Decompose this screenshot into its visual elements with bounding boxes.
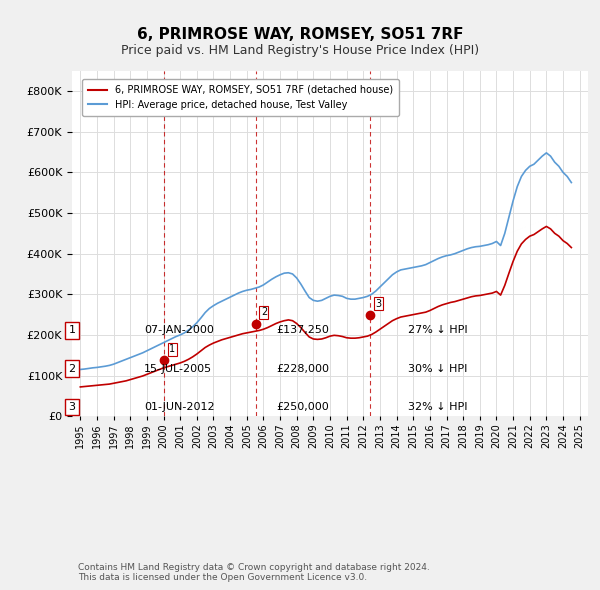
Text: Price paid vs. HM Land Registry's House Price Index (HPI): Price paid vs. HM Land Registry's House …: [121, 44, 479, 57]
Text: 30% ↓ HPI: 30% ↓ HPI: [408, 364, 467, 373]
Text: 27% ↓ HPI: 27% ↓ HPI: [408, 326, 467, 335]
Text: 3: 3: [375, 299, 382, 309]
Text: £137,250: £137,250: [276, 326, 329, 335]
Text: This data is licensed under the Open Government Licence v3.0.: This data is licensed under the Open Gov…: [78, 573, 367, 582]
Text: 6, PRIMROSE WAY, ROMSEY, SO51 7RF: 6, PRIMROSE WAY, ROMSEY, SO51 7RF: [137, 27, 463, 41]
Text: 32% ↓ HPI: 32% ↓ HPI: [408, 402, 467, 412]
Text: 3: 3: [68, 402, 76, 412]
Text: 01-JUN-2012: 01-JUN-2012: [144, 402, 215, 412]
Text: 1: 1: [169, 345, 175, 355]
Text: 2: 2: [261, 307, 267, 317]
Legend: 6, PRIMROSE WAY, ROMSEY, SO51 7RF (detached house), HPI: Average price, detached: 6, PRIMROSE WAY, ROMSEY, SO51 7RF (detac…: [82, 79, 399, 116]
Text: 1: 1: [68, 326, 76, 335]
Text: £250,000: £250,000: [276, 402, 329, 412]
Text: £228,000: £228,000: [276, 364, 329, 373]
Text: 2: 2: [68, 364, 76, 373]
Text: 15-JUL-2005: 15-JUL-2005: [144, 364, 212, 373]
Text: 07-JAN-2000: 07-JAN-2000: [144, 326, 214, 335]
Text: Contains HM Land Registry data © Crown copyright and database right 2024.: Contains HM Land Registry data © Crown c…: [78, 563, 430, 572]
